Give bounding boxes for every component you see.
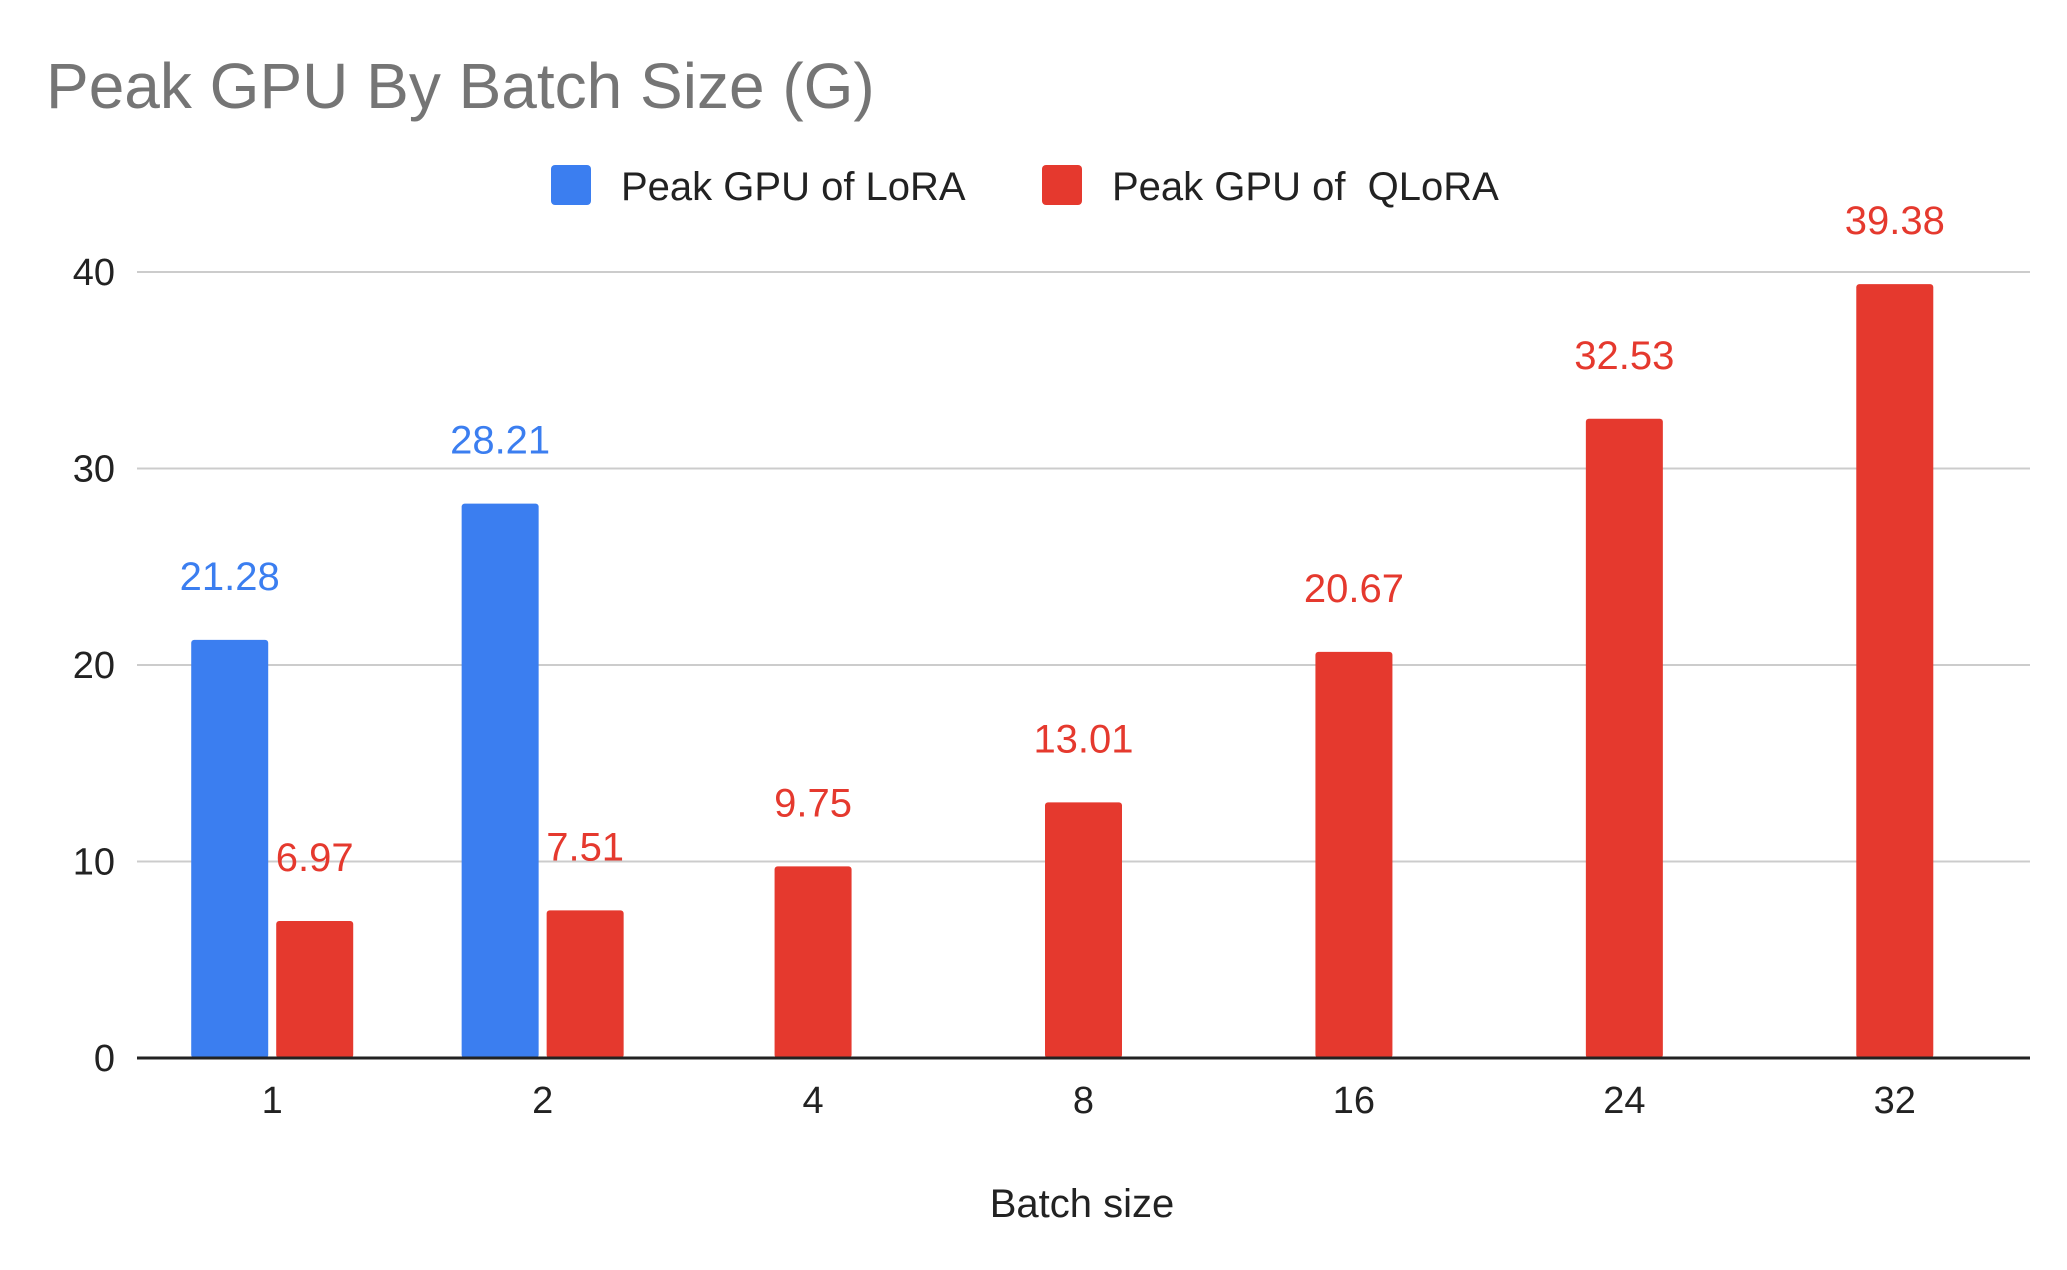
data-label-qlora-24: 32.53: [1574, 334, 1674, 378]
bar-lora-2: [461, 503, 539, 1059]
legend-swatch-lora: [551, 165, 591, 205]
data-label-qlora-2: 7.51: [546, 825, 624, 869]
y-tick-label-30: 30: [73, 449, 115, 491]
y-tick-label-40: 40: [73, 252, 115, 294]
x-tick-label-32: 32: [1874, 1080, 1916, 1122]
bar-qlora-32: [1856, 284, 1934, 1059]
bar-qlora-24: [1585, 418, 1663, 1058]
x-tick-label-1: 1: [262, 1080, 283, 1122]
data-label-qlora-4: 9.75: [774, 781, 852, 825]
legend: Peak GPU of LoRA Peak GPU of QLoRA: [551, 165, 1499, 209]
data-label-qlora-8: 13.01: [1033, 717, 1133, 761]
data-label-lora-1: 21.28: [180, 555, 280, 599]
data-labels: 21.28 6.97 28.21 7.51 9.75 13.01 20.67 32.53 39.…: [180, 199, 1945, 880]
y-tick-label-0: 0: [94, 1038, 115, 1080]
data-label-qlora-16: 20.67: [1304, 567, 1404, 611]
y-tick-label-20: 20: [73, 645, 115, 687]
chart-title: Peak GPU By Batch Size (G): [46, 50, 875, 122]
gridlines: [137, 271, 2030, 863]
data-label-qlora-1: 6.97: [276, 836, 354, 880]
bar-qlora-2: [546, 910, 624, 1058]
legend-swatch-qlora: [1042, 165, 1082, 205]
bar-lora-1: [191, 639, 269, 1058]
x-tick-label-8: 8: [1073, 1080, 1094, 1122]
bar-qlora-4: [774, 866, 852, 1058]
bar-qlora-8: [1045, 802, 1122, 1058]
legend-label-lora: Peak GPU of LoRA: [621, 165, 966, 209]
legend-label-qlora: Peak GPU of QLoRA: [1112, 165, 1499, 209]
y-tick-label-10: 10: [73, 842, 115, 884]
x-tick-label-4: 4: [803, 1080, 824, 1122]
bar-qlora-1: [276, 921, 354, 1058]
bar-qlora-16: [1315, 651, 1393, 1058]
x-tick-label-2: 2: [532, 1080, 553, 1122]
x-tick-label-16: 16: [1333, 1080, 1375, 1122]
x-axis-title: Batch size: [990, 1182, 1175, 1226]
data-label-lora-2: 28.21: [450, 419, 550, 463]
bars: [191, 284, 1934, 1059]
data-label-qlora-32: 39.38: [1845, 199, 1945, 243]
x-tick-label-24: 24: [1603, 1080, 1645, 1122]
